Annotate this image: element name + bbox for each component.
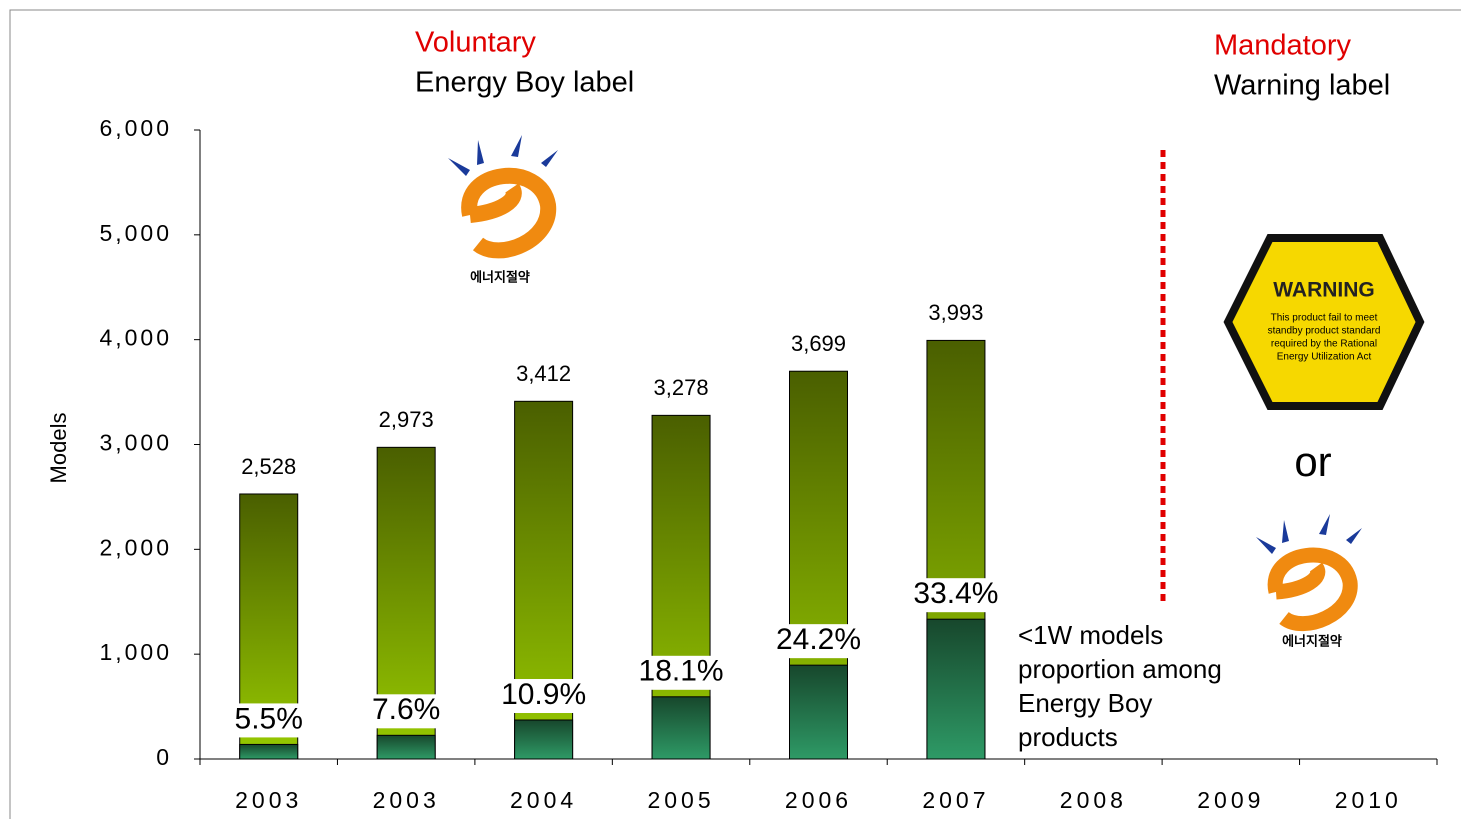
percent-label: 33.4% [913, 577, 998, 610]
y-tick-label: 3,000 [99, 430, 172, 456]
logo: 에너지절약 [448, 135, 558, 284]
x-tick-label: 2007 [922, 787, 989, 813]
y-axis-label: Models [46, 413, 71, 484]
x-tick-label: 2005 [647, 787, 714, 813]
frame [9, 9, 1461, 819]
y-tick-label: 0 [156, 744, 172, 770]
value-label: 3,699 [791, 331, 846, 356]
y-tick-label: 5,000 [99, 220, 172, 246]
bar-segment [789, 664, 848, 760]
value-label: 2,973 [379, 407, 434, 432]
value-label: 3,993 [928, 300, 983, 325]
bar-segment [239, 743, 299, 760]
label-bg [493, 679, 594, 714]
warning-text: standby product standard [1268, 326, 1381, 337]
annotation: or [1294, 438, 1331, 485]
x-tick-label: 2010 [1335, 787, 1402, 813]
value-label: 2,528 [241, 454, 296, 479]
y-tick-label: 2,000 [99, 534, 172, 560]
bar-segment [926, 618, 986, 760]
annotation: Mandatory [1214, 30, 1352, 62]
annotation: Energy Boy label [415, 67, 634, 99]
label-bg [356, 694, 457, 729]
value-label: 3,412 [516, 361, 571, 386]
y-tick-label: 6,000 [99, 115, 172, 141]
percent-label: 24.2% [776, 623, 861, 656]
logo-text: 에너지절약 [1282, 633, 1342, 648]
annotation: Warning label [1214, 70, 1390, 102]
warning-text: required by the Rational [1271, 339, 1377, 350]
warning-text: This product fail to meet [1271, 313, 1378, 324]
annotation: Voluntary [415, 27, 536, 59]
value-label: 3,278 [654, 375, 709, 400]
percent-label: 10.9% [501, 678, 586, 711]
percent-label: 5.5% [235, 702, 303, 735]
warning-label: WARNING This product fail to meet standb… [1223, 234, 1425, 410]
percent-label: 18.1% [639, 655, 724, 688]
series-label: <1W models proportion among Energy Boy p… [1018, 620, 1222, 752]
logo: 에너지절약 [1256, 514, 1362, 648]
label-bg [631, 655, 732, 690]
bar-segment [651, 696, 711, 760]
x-tick-label: 2009 [1197, 787, 1264, 813]
x-tick-label: 2008 [1060, 787, 1127, 813]
x-tick-label: 2003 [235, 787, 302, 813]
x-tick-label: 2004 [510, 787, 577, 813]
label-bg [768, 624, 869, 659]
warning-title: WARNING [1273, 279, 1375, 302]
y-tick-label: 1,000 [99, 639, 172, 665]
logo-text: 에너지절약 [470, 269, 530, 284]
percent-label: 7.6% [372, 693, 440, 726]
label-bg [905, 578, 1006, 613]
y-tick-label: 4,000 [99, 325, 172, 351]
x-tick-label: 2006 [785, 787, 852, 813]
x-tick-label: 2003 [373, 787, 440, 813]
label-bg [218, 703, 319, 738]
bar-segment [514, 719, 574, 760]
warning-text: Energy Utilization Act [1277, 352, 1372, 363]
bar-segment [376, 734, 436, 760]
